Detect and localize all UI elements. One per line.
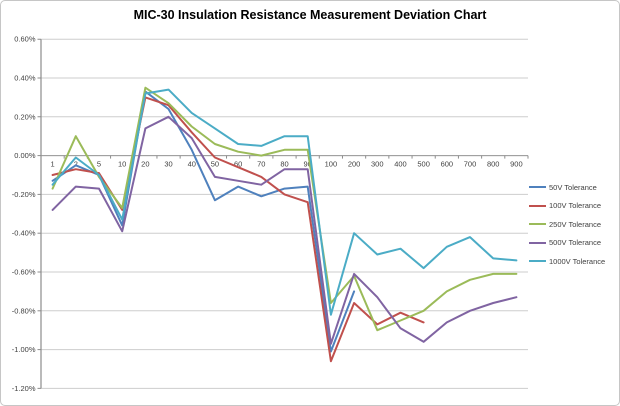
x-axis-label: 600 (441, 160, 454, 169)
series-line-50v-tolerance (51, 90, 356, 353)
x-axis-label: 100 (325, 160, 338, 169)
y-axis-label: 0.60% (14, 35, 36, 44)
y-axis-label: 0.00% (14, 151, 36, 160)
legend-item: 100V Tolerance (529, 201, 605, 211)
series-line-500v-tolerance (51, 115, 518, 345)
x-axis-label: 2 (74, 160, 78, 169)
x-axis-label: 20 (141, 160, 149, 169)
legend-line-swatch (529, 260, 546, 262)
x-axis-label: 70 (257, 160, 265, 169)
legend-line-swatch (529, 204, 546, 207)
legend-label: 100V Tolerance (549, 201, 601, 210)
x-axis-label: 300 (371, 160, 384, 169)
x-axis-label: 50 (211, 160, 219, 169)
x-axis-label: 30 (164, 160, 172, 169)
y-axis-label: 0.20% (14, 112, 36, 121)
y-axis-label: -1.00% (12, 345, 36, 354)
x-axis-label: 40 (188, 160, 196, 169)
x-axis-label: 400 (394, 160, 407, 169)
legend-line-swatch (529, 223, 546, 225)
x-axis-label: 800 (487, 160, 500, 169)
legend-item: 500V Tolerance (529, 238, 605, 248)
x-axis-label: 700 (464, 160, 477, 169)
y-axis-label: -0.40% (12, 229, 36, 238)
legend-label: 500V Tolerance (549, 238, 601, 247)
legend-item: 50V Tolerance (529, 182, 605, 192)
legend: 50V Tolerance 100V Tolerance 250V Toleranc… (529, 182, 605, 266)
series-line-1000v-tolerance (51, 88, 518, 316)
x-axis-label: 60 (234, 160, 242, 169)
legend-label: 250V Tolerance (549, 219, 601, 229)
x-axis-label: 90 (304, 160, 312, 169)
x-axis-label: 80 (280, 160, 288, 169)
y-axis-label: 0.40% (14, 74, 36, 83)
y-axis-label: -0.60% (12, 268, 36, 277)
x-axis-label: 10 (118, 160, 126, 169)
x-axis-label: 500 (417, 160, 430, 169)
x-axis-label: 1 (51, 160, 55, 169)
chart-title: MIC-30 Insulation Resistance Measurement… (133, 8, 487, 22)
y-axis-label: -1.20% (12, 384, 36, 393)
series-line-100v-tolerance (51, 96, 425, 363)
legend-item: 250V Tolerance (529, 219, 605, 229)
y-axis-label: -0.20% (12, 190, 36, 199)
legend-label: 1000V Tolerance (549, 256, 606, 266)
y-axis-label: -0.80% (12, 306, 36, 315)
x-axis-label: 900 (510, 160, 523, 169)
x-axis-label: 200 (348, 160, 361, 169)
legend-label: 50V Tolerance (549, 182, 597, 192)
legend-line-swatch (529, 186, 546, 188)
series-line-250v-tolerance (51, 86, 518, 332)
legend-line-swatch (529, 241, 546, 244)
legend-item: 1000V Tolerance (529, 256, 605, 266)
x-axis-label: 5 (97, 160, 101, 169)
